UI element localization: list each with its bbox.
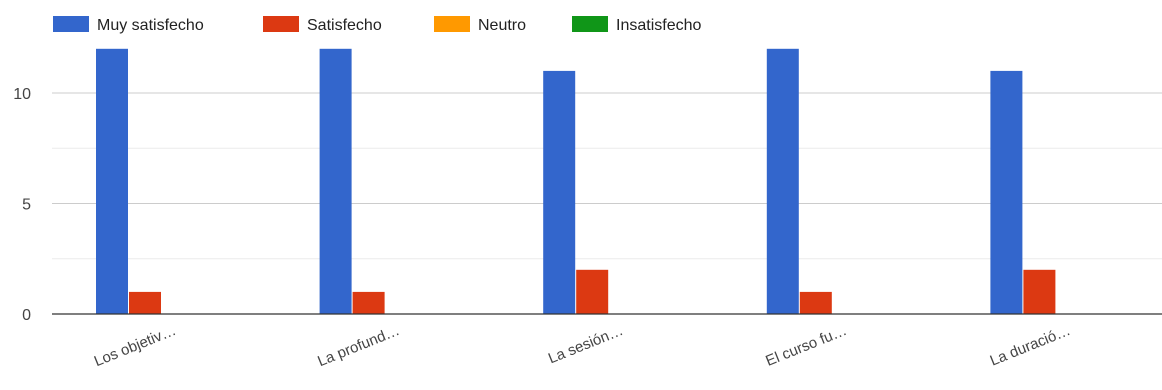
bar-satisfecho-2[interactable]: Satisfecho: 1 — [352, 291, 385, 314]
legend-swatch-satisfecho — [263, 16, 299, 32]
y-tick-label: 10 — [13, 86, 31, 103]
bar-muy-satisfecho-1[interactable]: Muy satisfecho: 12 — [96, 48, 128, 315]
x-category-label: El curso fu… — [763, 322, 849, 370]
bar-muy-satisfecho-5[interactable]: Muy satisfecho: 11 — [990, 70, 1023, 315]
legend-label: Insatisfecho — [616, 17, 701, 34]
legend: Muy satisfecho Satisfecho Neutro Insatisfec… — [53, 16, 701, 34]
gridlines — [52, 92, 1162, 260]
bar-satisfecho-1[interactable]: Satisfecho: 1 — [129, 291, 161, 314]
bar-muy-satisfecho-3[interactable]: Muy satisfecho: 11 — [543, 70, 576, 315]
y-tick-label: 5 — [22, 197, 31, 214]
legend-label: Muy satisfecho — [97, 17, 204, 34]
legend-swatch-neutro — [434, 16, 470, 32]
bars: Muy satisfecho: 12Satisfecho: 1Neutro: 0… — [96, 48, 1056, 315]
x-category-label: La duració… — [988, 322, 1073, 370]
legend-label: Satisfecho — [307, 17, 382, 34]
y-axis-ticks: 0 5 10 — [13, 86, 31, 324]
bar-satisfecho-5[interactable]: Satisfecho: 2 — [1023, 269, 1056, 314]
bar-muy-satisfecho-4[interactable]: Muy satisfecho: 12 — [766, 48, 799, 315]
bar-muy-satisfecho-2[interactable]: Muy satisfecho: 12 — [319, 48, 352, 315]
x-axis-labels: Los objetiv… La profund… La sesión… El curs… — [92, 322, 1073, 370]
legend-label: Neutro — [478, 17, 526, 34]
legend-swatch-muy-satisfecho — [53, 16, 89, 32]
x-category-label: La profund… — [315, 322, 402, 370]
y-tick-label: 0 — [22, 307, 31, 324]
x-category-label: La sesión… — [546, 322, 626, 367]
bar-satisfecho-4[interactable]: Satisfecho: 1 — [799, 291, 832, 314]
x-category-label: Los objetiv… — [92, 322, 179, 370]
legend-swatch-insatisfecho — [572, 16, 608, 32]
bar-satisfecho-3[interactable]: Satisfecho: 2 — [576, 269, 609, 314]
